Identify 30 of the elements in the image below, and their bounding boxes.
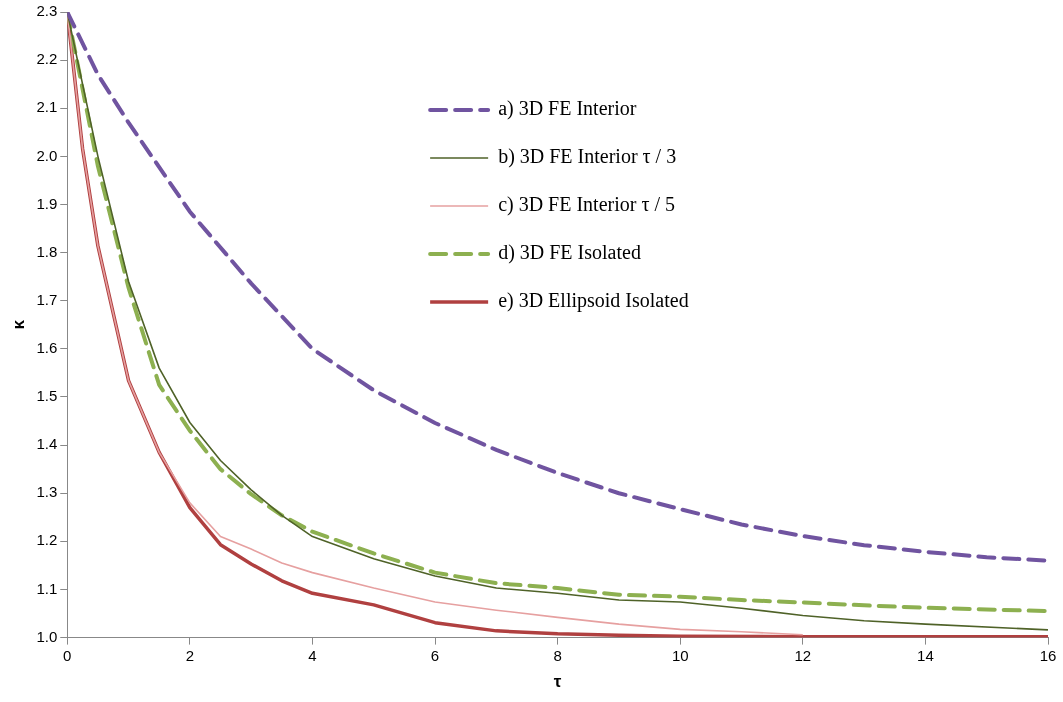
x-tick-label: 0 — [63, 646, 72, 664]
x-tick-label: 2 — [185, 646, 195, 664]
legend-label: c) 3D FE Interior τ / 5 — [498, 193, 676, 217]
y-tick-label: 1.8 — [36, 242, 58, 260]
y-tick-label: 1.3 — [36, 483, 58, 501]
y-tick-label: 2.3 — [36, 2, 58, 20]
x-tick-label: 14 — [917, 646, 934, 664]
x-tick-label: 4 — [308, 646, 317, 664]
legend-label: b) 3D FE Interior τ / 3 — [498, 145, 677, 169]
x-tick-label: 16 — [1039, 646, 1057, 664]
y-tick-label: 2.0 — [36, 146, 58, 164]
y-tick-label: 1.4 — [36, 435, 58, 453]
y-tick-label: 1.1 — [36, 579, 58, 597]
y-tick-label: 1.6 — [36, 339, 58, 356]
y-axis-title: κ — [8, 319, 28, 330]
y-tick-label: 1.0 — [36, 627, 58, 645]
x-tick-label: 8 — [553, 646, 562, 664]
y-tick-label: 1.7 — [36, 290, 58, 308]
y-tick-label: 1.5 — [36, 387, 58, 405]
legend-label: a) 3D FE Interior — [498, 97, 637, 121]
x-tick-label: 12 — [794, 646, 812, 664]
legend-label: e) 3D Ellipsoid Isolated — [498, 289, 689, 313]
x-axis-title: τ — [553, 672, 562, 692]
legend-label: d) 3D FE Isolated — [498, 241, 641, 265]
y-tick-label: 1.2 — [36, 531, 58, 549]
y-tick-label: 2.1 — [36, 98, 58, 116]
x-tick-label: 6 — [430, 646, 440, 664]
x-tick-label: 10 — [671, 646, 689, 664]
y-tick-label: 1.9 — [36, 194, 58, 212]
y-tick-label: 2.2 — [36, 50, 58, 68]
